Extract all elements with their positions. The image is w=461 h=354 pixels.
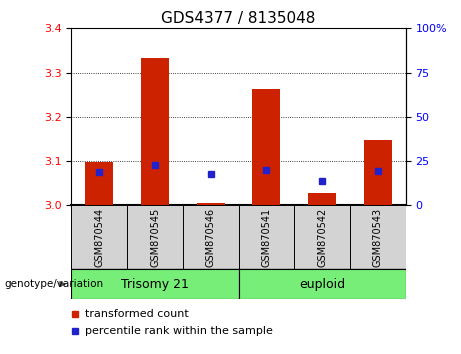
- Bar: [308, 193, 336, 205]
- Text: GSM870542: GSM870542: [317, 207, 327, 267]
- Text: Trisomy 21: Trisomy 21: [121, 278, 189, 291]
- Title: GDS4377 / 8135048: GDS4377 / 8135048: [161, 11, 316, 26]
- Bar: [197, 203, 225, 205]
- Text: GSM870546: GSM870546: [206, 207, 216, 267]
- Text: GSM870543: GSM870543: [373, 207, 383, 267]
- Bar: [141, 58, 169, 205]
- Text: GSM870544: GSM870544: [95, 207, 104, 267]
- Bar: [85, 162, 113, 205]
- Text: genotype/variation: genotype/variation: [5, 279, 104, 289]
- Text: euploid: euploid: [299, 278, 345, 291]
- Text: GSM870541: GSM870541: [261, 207, 272, 267]
- Text: transformed count: transformed count: [85, 309, 189, 319]
- Bar: [364, 140, 392, 205]
- Text: GSM870545: GSM870545: [150, 207, 160, 267]
- Bar: [71, 269, 239, 299]
- Text: percentile rank within the sample: percentile rank within the sample: [85, 326, 273, 336]
- Bar: [238, 269, 406, 299]
- Bar: [253, 90, 280, 205]
